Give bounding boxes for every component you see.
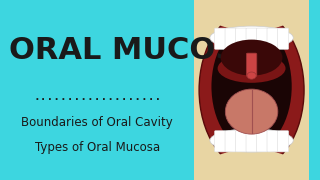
FancyBboxPatch shape: [246, 28, 257, 49]
FancyBboxPatch shape: [277, 28, 289, 49]
Text: Boundaries of Oral Cavity: Boundaries of Oral Cavity: [21, 116, 173, 129]
Text: Types of Oral Mucosa: Types of Oral Mucosa: [35, 141, 160, 154]
FancyBboxPatch shape: [267, 131, 278, 152]
Ellipse shape: [218, 54, 285, 83]
Ellipse shape: [199, 11, 304, 169]
Text: ...................: ...................: [33, 92, 161, 102]
FancyBboxPatch shape: [257, 28, 268, 49]
Ellipse shape: [199, 149, 304, 180]
FancyBboxPatch shape: [277, 131, 289, 152]
FancyBboxPatch shape: [246, 131, 257, 152]
Ellipse shape: [210, 129, 293, 152]
FancyBboxPatch shape: [0, 0, 195, 180]
FancyBboxPatch shape: [257, 131, 268, 152]
Ellipse shape: [212, 23, 292, 149]
FancyBboxPatch shape: [225, 28, 236, 49]
Text: ORAL MUCOSA: ORAL MUCOSA: [9, 36, 261, 65]
FancyBboxPatch shape: [214, 28, 226, 49]
FancyBboxPatch shape: [246, 53, 257, 76]
FancyBboxPatch shape: [236, 131, 247, 152]
FancyBboxPatch shape: [214, 131, 226, 152]
FancyBboxPatch shape: [195, 0, 309, 180]
FancyBboxPatch shape: [267, 28, 278, 49]
Ellipse shape: [221, 40, 283, 76]
Ellipse shape: [210, 26, 293, 50]
Ellipse shape: [225, 89, 278, 134]
Ellipse shape: [247, 72, 256, 79]
Ellipse shape: [199, 0, 304, 31]
FancyBboxPatch shape: [225, 131, 236, 152]
FancyBboxPatch shape: [236, 28, 247, 49]
